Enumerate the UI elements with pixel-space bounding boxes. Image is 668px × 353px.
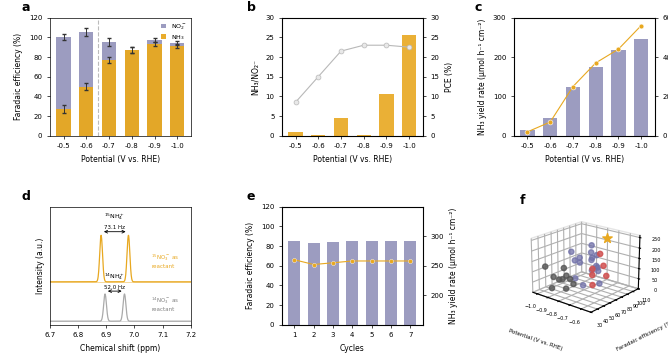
Bar bbox=[404, 241, 416, 325]
X-axis label: Chemical shift (ppm): Chemical shift (ppm) bbox=[80, 344, 160, 353]
Bar bbox=[79, 32, 94, 136]
Text: c: c bbox=[475, 1, 482, 13]
Bar bbox=[520, 130, 534, 136]
Bar bbox=[57, 109, 71, 136]
Text: 73.1 Hz: 73.1 Hz bbox=[104, 225, 126, 230]
Y-axis label: PCE (%): PCE (%) bbox=[445, 62, 454, 92]
Bar bbox=[379, 94, 393, 136]
Text: e: e bbox=[247, 190, 255, 203]
X-axis label: Cycles: Cycles bbox=[340, 344, 365, 353]
Text: $^{15}$NO$_3^-$ as
reactant: $^{15}$NO$_3^-$ as reactant bbox=[152, 252, 180, 269]
Bar bbox=[365, 241, 377, 325]
Bar bbox=[289, 132, 303, 136]
X-axis label: Potential (V vs. RHE): Potential (V vs. RHE) bbox=[545, 155, 624, 164]
Bar bbox=[311, 135, 325, 136]
X-axis label: Potential (V vs. RHE): Potential (V vs. RHE) bbox=[81, 155, 160, 164]
Y-axis label: Faradaic efficiency (%): Faradaic efficiency (%) bbox=[15, 33, 23, 120]
Y-axis label: Faradaic efficiency (%): Faradaic efficiency (%) bbox=[246, 222, 255, 309]
Bar bbox=[327, 242, 339, 325]
Text: $^{14}$NH$_4^+$: $^{14}$NH$_4^+$ bbox=[104, 271, 126, 282]
Bar bbox=[402, 35, 416, 136]
Text: $^{15}$NH$_4^+$: $^{15}$NH$_4^+$ bbox=[104, 211, 126, 222]
Bar bbox=[148, 40, 162, 136]
Text: d: d bbox=[22, 190, 31, 203]
Bar bbox=[289, 241, 301, 325]
Bar bbox=[170, 43, 184, 136]
X-axis label: Potential (V vs. RHE): Potential (V vs. RHE) bbox=[313, 155, 392, 164]
Y-axis label: NH₃/NO₂⁻: NH₃/NO₂⁻ bbox=[251, 59, 260, 95]
Bar bbox=[102, 42, 116, 136]
Bar bbox=[611, 50, 625, 136]
Bar bbox=[148, 44, 162, 136]
Bar bbox=[125, 50, 139, 136]
Text: $^{14}$NO$_3^-$ as
reactant: $^{14}$NO$_3^-$ as reactant bbox=[152, 295, 180, 312]
X-axis label: Potential (V vs. RHE): Potential (V vs. RHE) bbox=[508, 328, 563, 351]
Bar bbox=[79, 86, 94, 136]
Bar bbox=[357, 134, 371, 136]
Bar bbox=[125, 50, 139, 136]
Bar bbox=[102, 60, 116, 136]
Bar bbox=[634, 39, 648, 136]
Bar bbox=[543, 118, 557, 136]
Y-axis label: Faradaic efficiency (%): Faradaic efficiency (%) bbox=[616, 319, 668, 352]
Bar bbox=[566, 86, 580, 136]
Y-axis label: Intensity (a.u.): Intensity (a.u.) bbox=[35, 238, 45, 294]
Text: a: a bbox=[22, 1, 31, 13]
Text: 52.0 Hz: 52.0 Hz bbox=[104, 285, 126, 290]
Bar bbox=[57, 37, 71, 136]
Bar bbox=[170, 46, 184, 136]
Y-axis label: NH₃ yield rate (μmol h⁻¹ cm⁻²): NH₃ yield rate (μmol h⁻¹ cm⁻²) bbox=[478, 18, 488, 135]
Bar bbox=[347, 241, 358, 325]
Text: b: b bbox=[247, 1, 256, 13]
Bar bbox=[334, 118, 348, 136]
Bar bbox=[589, 67, 603, 136]
Y-axis label: NH₃ yield rate (μmol h⁻¹ cm⁻²): NH₃ yield rate (μmol h⁻¹ cm⁻²) bbox=[450, 208, 458, 324]
Text: f: f bbox=[520, 194, 525, 207]
Bar bbox=[308, 243, 320, 325]
Legend: NO$_2^-$, NH$_3$: NO$_2^-$, NH$_3$ bbox=[160, 21, 188, 43]
Bar bbox=[385, 241, 397, 325]
